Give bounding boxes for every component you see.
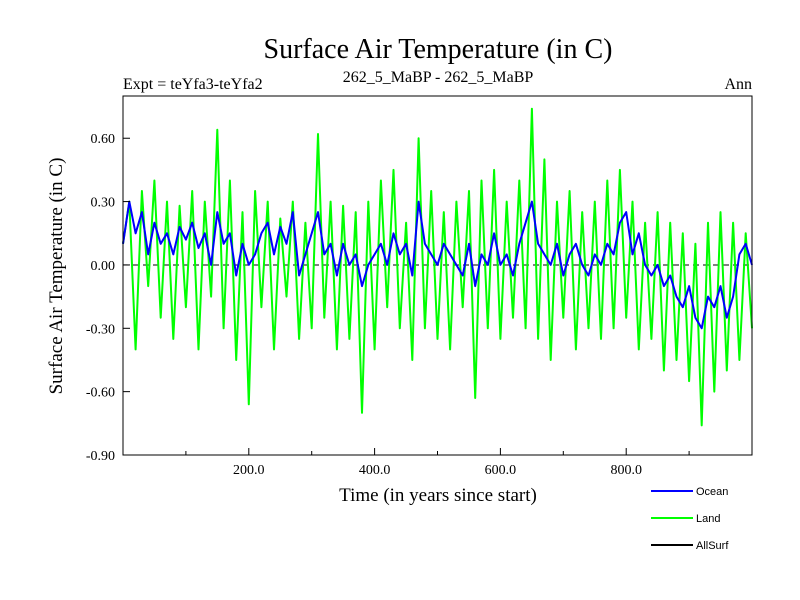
- legend-label: Ocean: [696, 486, 728, 498]
- legend-item-allsurf: AllSurf: [651, 540, 729, 552]
- series-line-land: [122, 107, 753, 427]
- series-line-ocean: [122, 200, 753, 330]
- subtitle-right: Ann: [724, 76, 752, 93]
- y-tick-label: 0.30: [91, 196, 116, 211]
- legend-label: AllSurf: [696, 540, 729, 552]
- y-axis-label: Surface Air Temperature (in C): [46, 158, 67, 395]
- x-tick-label: 200.0: [233, 463, 265, 478]
- subtitle-center: 262_5_MaBP - 262_5_MaBP: [343, 69, 534, 86]
- legend-label: Land: [696, 513, 720, 525]
- subtitle-left: Expt = teYfa3-teYfa2: [123, 76, 263, 93]
- legend-item-land: Land: [651, 513, 720, 525]
- plot-frame: [122, 95, 753, 456]
- legend-item-ocean: Ocean: [651, 486, 728, 498]
- y-tick-label: -0.90: [86, 449, 115, 464]
- y-tick-label: -0.30: [86, 322, 115, 337]
- chart-title: Surface Air Temperature (in C): [264, 34, 613, 65]
- x-tick-label: 600.0: [485, 463, 517, 478]
- y-tick-label: -0.60: [86, 386, 115, 401]
- x-axis-label: Time (in years since start): [339, 485, 537, 506]
- y-tick-label: 0.00: [91, 259, 116, 274]
- y-tick-label: 0.60: [91, 132, 116, 147]
- x-tick-label: 800.0: [610, 463, 642, 478]
- x-tick-label: 400.0: [359, 463, 391, 478]
